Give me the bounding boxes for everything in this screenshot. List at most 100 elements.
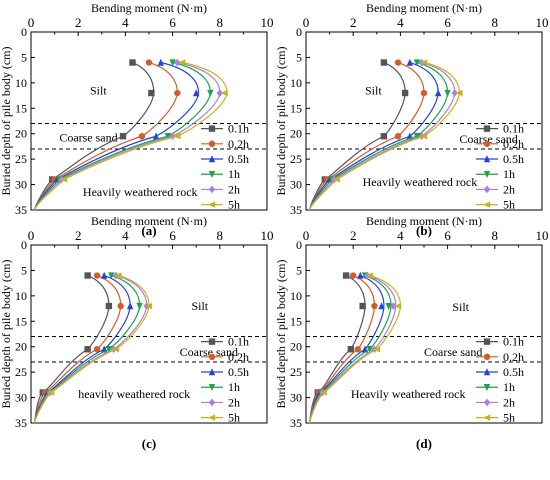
x-tick-label: 0 <box>303 228 310 243</box>
legend-label-0.5h: 0.5h <box>228 365 249 379</box>
x-tick-label: 4 <box>397 228 404 243</box>
x-tick-label: 2 <box>75 15 82 30</box>
legend-label-2h: 2h <box>503 395 515 409</box>
data-point-0.1h <box>120 133 126 139</box>
x-tick-label: 0 <box>28 15 35 30</box>
data-point-0.1h <box>106 303 112 309</box>
y-tick-label: 5 <box>21 50 27 64</box>
data-point-0.2h <box>350 272 356 278</box>
x-tick-label: 6 <box>169 228 176 243</box>
x-tick-label: 8 <box>492 15 499 30</box>
y-tick-label: 35 <box>15 203 27 217</box>
legend-marker-5h <box>208 201 215 207</box>
legend-label-2h: 2h <box>503 182 515 196</box>
x-tick-label: 10 <box>536 15 549 30</box>
y-tick-label: 15 <box>15 314 27 328</box>
layer-label: Silt <box>90 83 107 97</box>
data-point-0.2h <box>174 90 180 96</box>
legend-label-0.1h: 0.1h <box>503 335 524 349</box>
layer-label: Heavily weathered rock <box>363 175 478 189</box>
y-tick-label: 10 <box>15 76 27 90</box>
y-tick-label: 20 <box>290 340 302 354</box>
x-tick-label: 6 <box>444 15 451 30</box>
y-tick-label: 25 <box>290 152 302 166</box>
data-point-0.2h <box>94 272 100 278</box>
y-tick-label: 15 <box>290 314 302 328</box>
x-tick-label: 10 <box>261 228 274 243</box>
legend-marker-5h <box>483 201 490 207</box>
data-point-0.1h <box>402 90 408 96</box>
legend-marker-0.2h <box>484 354 490 360</box>
y-tick-label: 5 <box>296 263 302 277</box>
data-point-0.1h <box>148 90 154 96</box>
legend-marker-0.2h <box>209 354 215 360</box>
legend-label-1h: 1h <box>503 167 515 181</box>
data-point-0.1h <box>348 346 354 352</box>
data-point-1h <box>444 90 450 97</box>
layer-label: Coarse sand <box>424 345 482 359</box>
y-tick-label: 10 <box>15 289 27 303</box>
legend-label-5h: 5h <box>503 411 515 425</box>
legend-marker-0.1h <box>484 125 490 131</box>
legend-label-0.5h: 0.5h <box>228 152 249 166</box>
panel-label: (d) <box>416 436 432 451</box>
y-tick-label: 0 <box>21 25 27 39</box>
data-point-0.5h <box>407 59 413 66</box>
x-tick-label: 4 <box>122 228 129 243</box>
legend-label-5h: 5h <box>228 198 240 212</box>
legend-label-0.2h: 0.2h <box>503 350 524 364</box>
y-axis-label: Buried depth of pile body (cm) <box>274 260 288 409</box>
data-point-0.2h <box>395 59 401 65</box>
legend-label-2h: 2h <box>228 395 240 409</box>
data-point-0.1h <box>381 59 387 65</box>
data-point-0.1h <box>359 303 365 309</box>
legend-marker-0.1h <box>484 338 490 344</box>
legend-label-0.1h: 0.1h <box>228 335 249 349</box>
chart-panel-2: 0 2 4 6 8 1005101520253035Bending moment (N·m… <box>274 1 549 238</box>
y-tick-label: 20 <box>15 340 27 354</box>
x-axis-label: Bending moment (N·m) <box>91 214 207 228</box>
y-tick-label: 20 <box>15 127 27 141</box>
y-tick-label: 30 <box>290 391 302 405</box>
legend-label-0.5h: 0.5h <box>503 152 524 166</box>
y-axis-label: Buried depth of pile body (cm) <box>0 47 13 196</box>
data-point-0.2h <box>139 133 145 139</box>
data-point-1h <box>207 90 213 97</box>
chart-panel-1: 0 2 4 6 8 10 0 5 10 15 20 25 30 35 Bending moment (N·m… <box>0 1 274 238</box>
y-tick-label: 35 <box>290 416 302 430</box>
data-point-0.2h <box>355 346 361 352</box>
data-point-0.1h <box>84 272 90 278</box>
y-tick-label: 30 <box>290 178 302 192</box>
panel-label: (c) <box>142 436 156 451</box>
chart-panel-4: 0 2 4 6 8 10 0 5 10 15 20 25 30 35 Bending moment (N·m… <box>274 214 549 451</box>
x-tick-label: 10 <box>261 15 274 30</box>
data-point-1h <box>136 303 142 310</box>
legend-label-0.2h: 0.2h <box>503 137 524 151</box>
legend-marker-0.2h <box>209 141 215 147</box>
y-tick-label: 0 <box>296 238 302 252</box>
x-tick-label: 0 <box>303 15 310 30</box>
legend-label-0.2h: 0.2h <box>228 350 249 364</box>
y-tick-label: 35 <box>290 203 302 217</box>
legend-marker-5h <box>483 414 490 420</box>
y-axis-label: Buried depth of pile body (cm) <box>274 47 288 196</box>
legend-label-1h: 1h <box>503 380 515 394</box>
data-point-0.5h <box>127 302 133 309</box>
legend-label-5h: 5h <box>228 411 240 425</box>
data-point-0.2h <box>117 303 123 309</box>
x-tick-label: 2 <box>350 15 357 30</box>
y-tick-label: 5 <box>21 263 27 277</box>
data-point-0.5h <box>435 89 441 96</box>
y-tick-label: 20 <box>290 127 302 141</box>
data-point-0.1h <box>343 272 349 278</box>
data-point-0.5h <box>158 59 164 66</box>
x-tick-label: 4 <box>122 15 129 30</box>
x-tick-label: 2 <box>350 228 357 243</box>
legend-marker-2h <box>484 399 490 407</box>
y-tick-label: 25 <box>290 365 302 379</box>
data-point-0.1h <box>129 59 135 65</box>
layer-label: Silt <box>365 83 382 97</box>
x-tick-label: 4 <box>397 15 404 30</box>
legend-marker-2h <box>209 186 215 194</box>
